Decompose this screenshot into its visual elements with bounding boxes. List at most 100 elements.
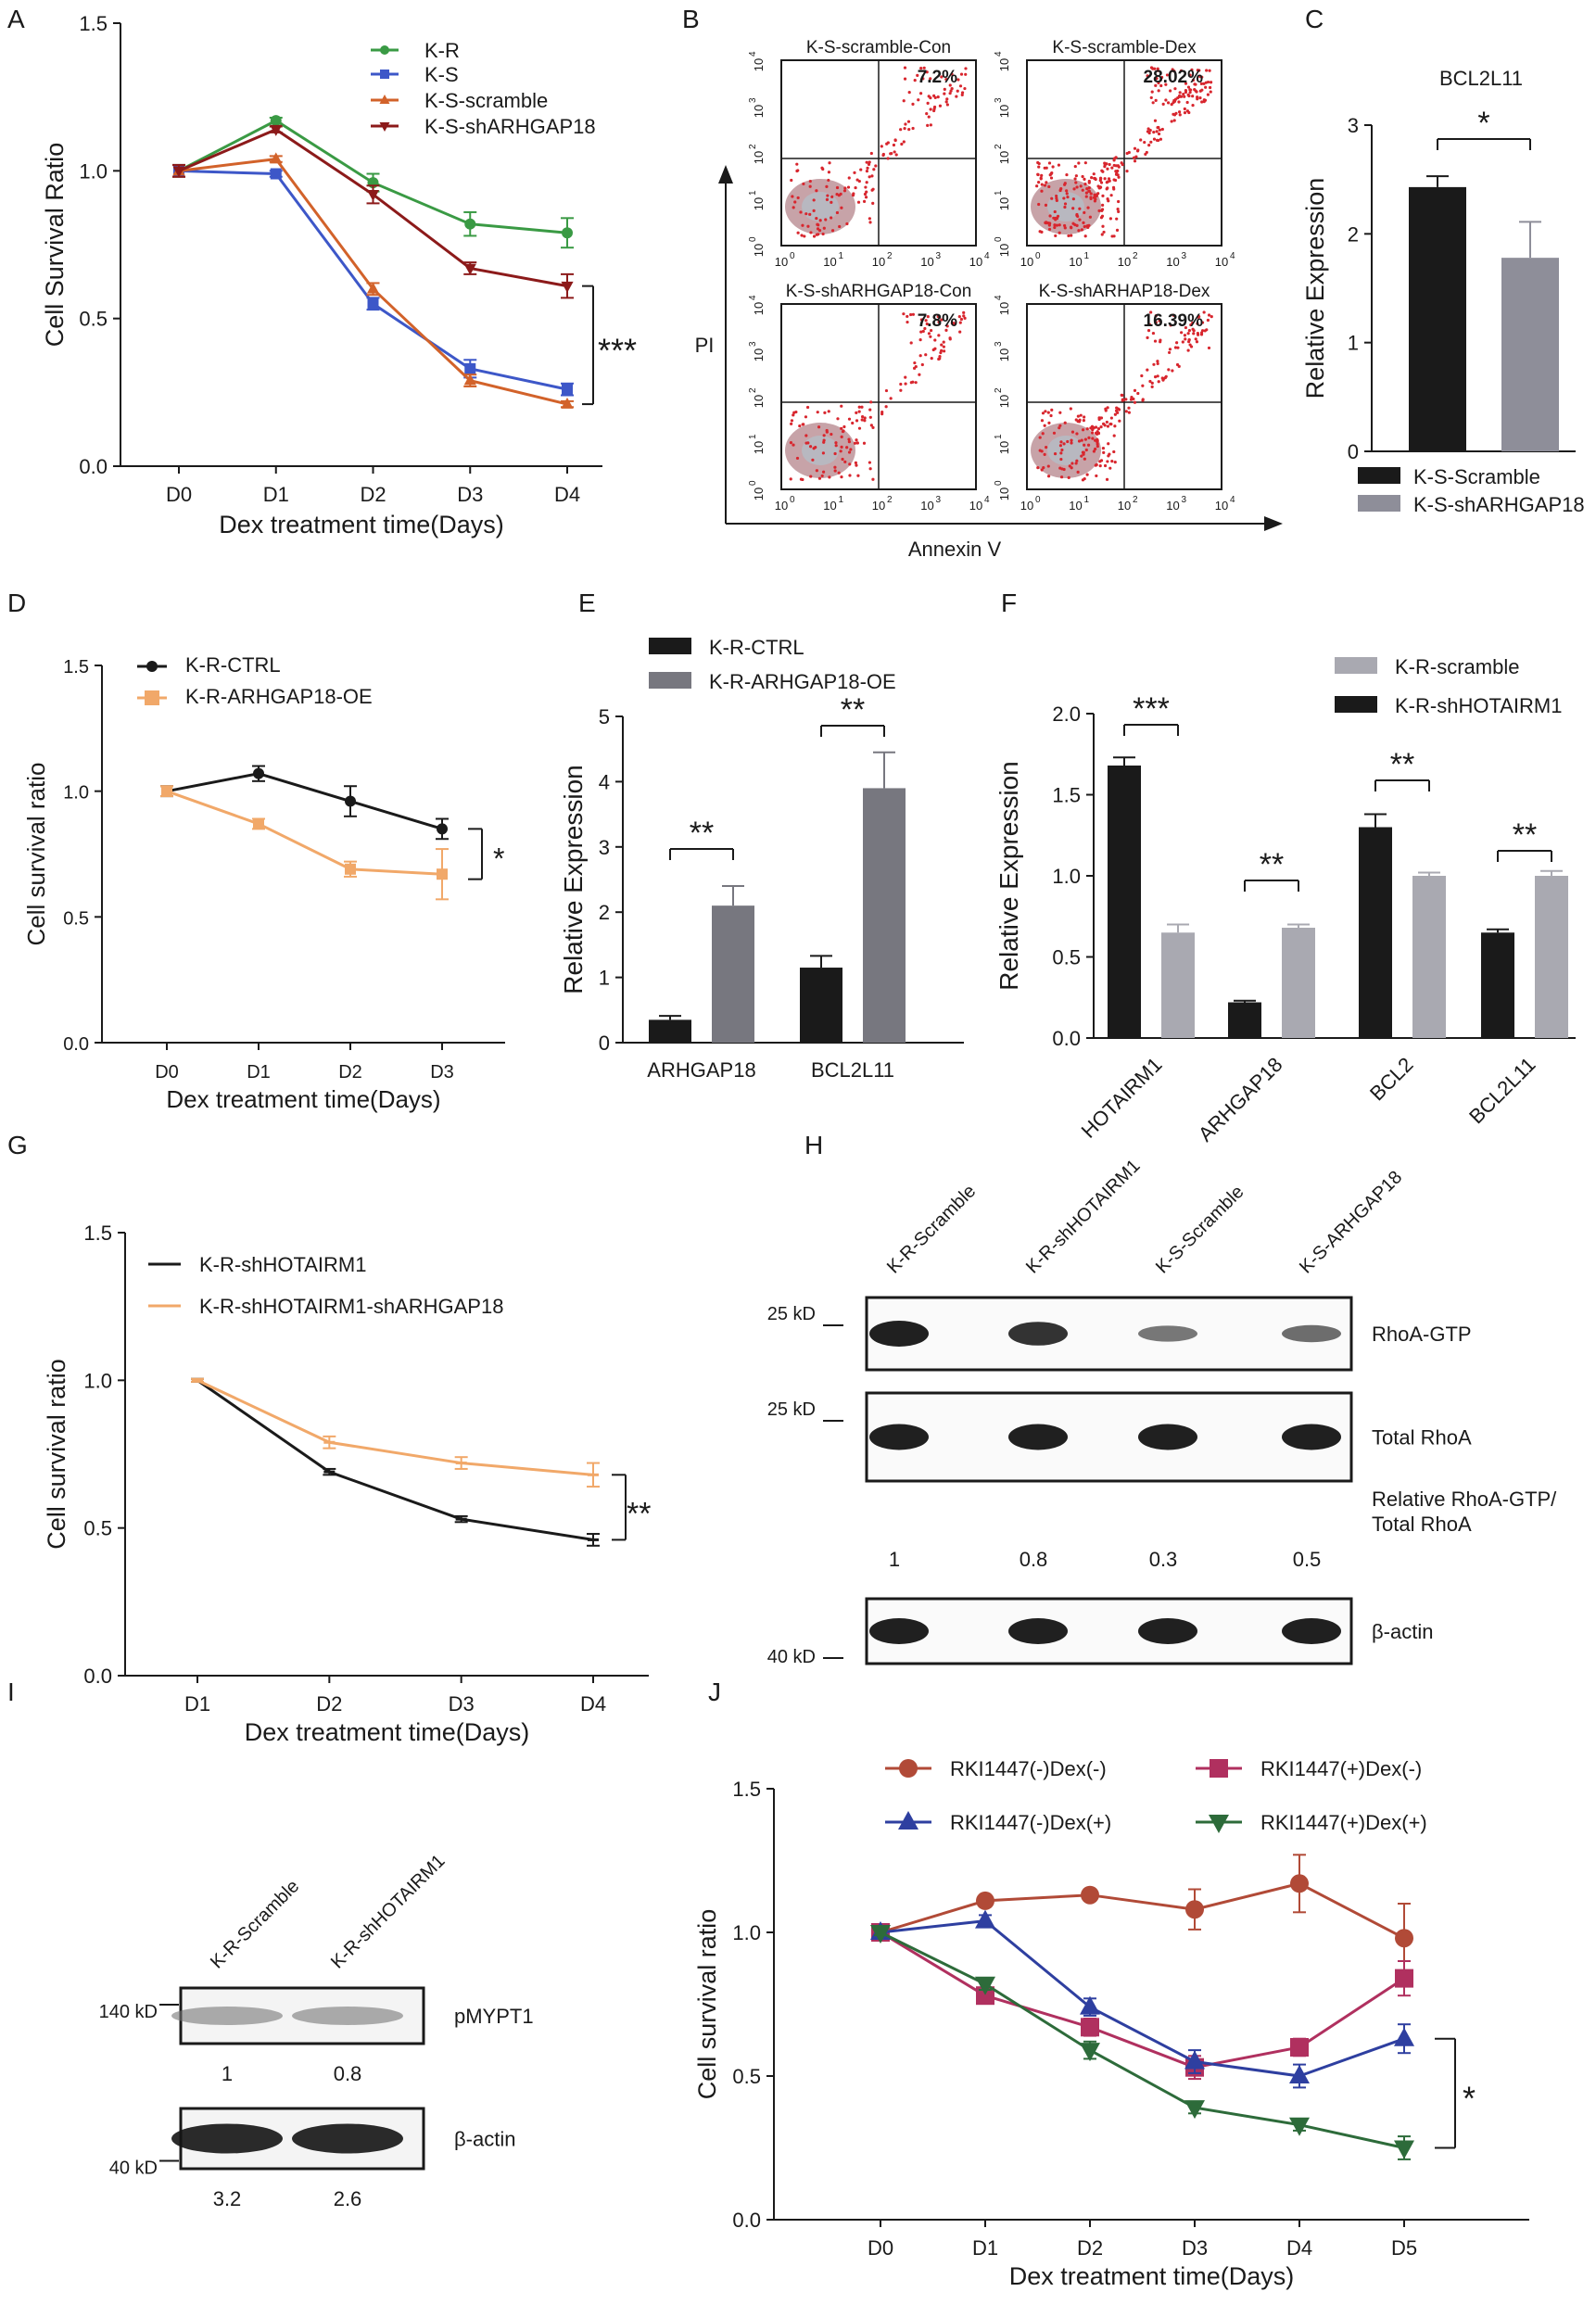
event-dot xyxy=(899,382,903,386)
event-dot xyxy=(1078,207,1082,210)
event-dot xyxy=(847,176,851,180)
event-dot xyxy=(1188,91,1192,95)
event-dot xyxy=(1084,195,1088,198)
x-tick-label: 10 xyxy=(872,499,885,513)
event-dot xyxy=(815,469,818,473)
x-tick-label: D1 xyxy=(972,2236,998,2260)
event-dot xyxy=(1152,137,1157,141)
event-dot xyxy=(1083,415,1086,419)
legend-label: K-R-shHOTAIRM1 xyxy=(199,1253,367,1276)
event-dot xyxy=(790,422,793,425)
data-point xyxy=(253,817,264,829)
y-tick-label: 1.5 xyxy=(79,12,108,35)
x-tick-label: 10 xyxy=(823,499,836,513)
cell-cluster-core xyxy=(1047,436,1084,465)
event-dot xyxy=(940,318,944,322)
event-dot xyxy=(1089,196,1093,200)
x-tick-label: 10 xyxy=(920,255,933,269)
event-dot xyxy=(1099,181,1104,184)
protein-band xyxy=(1138,1618,1197,1644)
event-dot xyxy=(1037,165,1041,169)
x-tick-exponent: 0 xyxy=(1035,495,1041,505)
event-dot xyxy=(1053,452,1058,456)
data-point xyxy=(455,1517,467,1521)
ratio-label: Total RhoA xyxy=(1372,1513,1472,1536)
event-dot xyxy=(1121,393,1124,398)
event-dot xyxy=(809,231,813,234)
data-point xyxy=(345,863,356,875)
event-dot xyxy=(1199,333,1204,336)
event-dot xyxy=(902,99,906,103)
x-tick-exponent: 3 xyxy=(936,251,942,261)
event-dot xyxy=(899,388,903,392)
event-dot xyxy=(1092,449,1096,453)
event-dot xyxy=(1042,466,1045,470)
data-point xyxy=(975,1909,995,1929)
event-dot xyxy=(1209,85,1212,90)
event-dot xyxy=(1080,438,1083,442)
event-dot xyxy=(789,441,793,445)
data-point xyxy=(976,1891,994,1910)
event-dot xyxy=(1186,93,1190,96)
protein-band xyxy=(869,1618,929,1644)
event-dot xyxy=(1167,368,1171,372)
data-point xyxy=(270,152,283,164)
event-dot xyxy=(1154,83,1158,87)
x-tick-label: 10 xyxy=(1020,499,1033,513)
event-dot xyxy=(1179,69,1184,72)
event-dot xyxy=(1146,127,1150,131)
legend-label: K-S xyxy=(424,63,459,86)
significance-label: *** xyxy=(598,331,637,369)
event-dot xyxy=(855,411,858,414)
y-tick-label: 0.0 xyxy=(79,455,108,478)
event-dot xyxy=(1150,385,1154,389)
event-dot xyxy=(848,474,852,477)
pi-axis-label: PI xyxy=(695,334,715,357)
y-tick-exponent: 4 xyxy=(994,51,1004,57)
data-point xyxy=(464,218,476,230)
event-dot xyxy=(1101,422,1106,425)
event-dot xyxy=(1072,187,1076,191)
event-dot xyxy=(1081,450,1085,454)
event-dot xyxy=(960,91,965,95)
event-dot xyxy=(795,162,799,166)
event-dot xyxy=(1058,411,1062,414)
blot-frame xyxy=(865,1296,1353,1372)
event-dot xyxy=(1103,161,1107,165)
event-dot xyxy=(1127,150,1131,155)
event-dot xyxy=(942,349,946,353)
event-dot xyxy=(1063,226,1067,230)
event-dot xyxy=(1075,213,1079,217)
event-dot xyxy=(911,102,915,106)
event-dot xyxy=(1085,427,1089,431)
event-dot xyxy=(1149,95,1153,100)
x-tick-label: D2 xyxy=(1077,2236,1103,2260)
event-dot xyxy=(1101,446,1106,450)
event-dot xyxy=(1060,467,1064,471)
event-dot xyxy=(793,200,797,204)
event-dot xyxy=(962,314,966,318)
y-tick-exponent: 2 xyxy=(748,387,758,393)
quant-value: 1 xyxy=(222,2062,233,2085)
event-dot xyxy=(871,425,875,430)
kd-marker: 25 kD xyxy=(767,1304,816,1324)
event-dot xyxy=(1083,443,1086,447)
x-tick-exponent: 0 xyxy=(790,251,795,261)
event-dot xyxy=(1153,339,1158,343)
event-dot xyxy=(925,70,929,74)
event-dot xyxy=(849,448,853,451)
event-dot xyxy=(790,178,793,183)
event-dot xyxy=(1053,223,1057,227)
event-dot xyxy=(1081,428,1085,432)
event-dot xyxy=(871,201,875,205)
significance-label: ** xyxy=(1513,817,1537,853)
data-point xyxy=(1081,2018,1099,2037)
event-dot xyxy=(1186,348,1190,352)
protein-band xyxy=(292,2007,403,2025)
event-dot xyxy=(872,168,876,171)
y-tick-label: 4 xyxy=(599,770,610,793)
event-dot xyxy=(918,373,921,376)
event-dot xyxy=(903,66,907,70)
event-dot xyxy=(1156,360,1159,363)
